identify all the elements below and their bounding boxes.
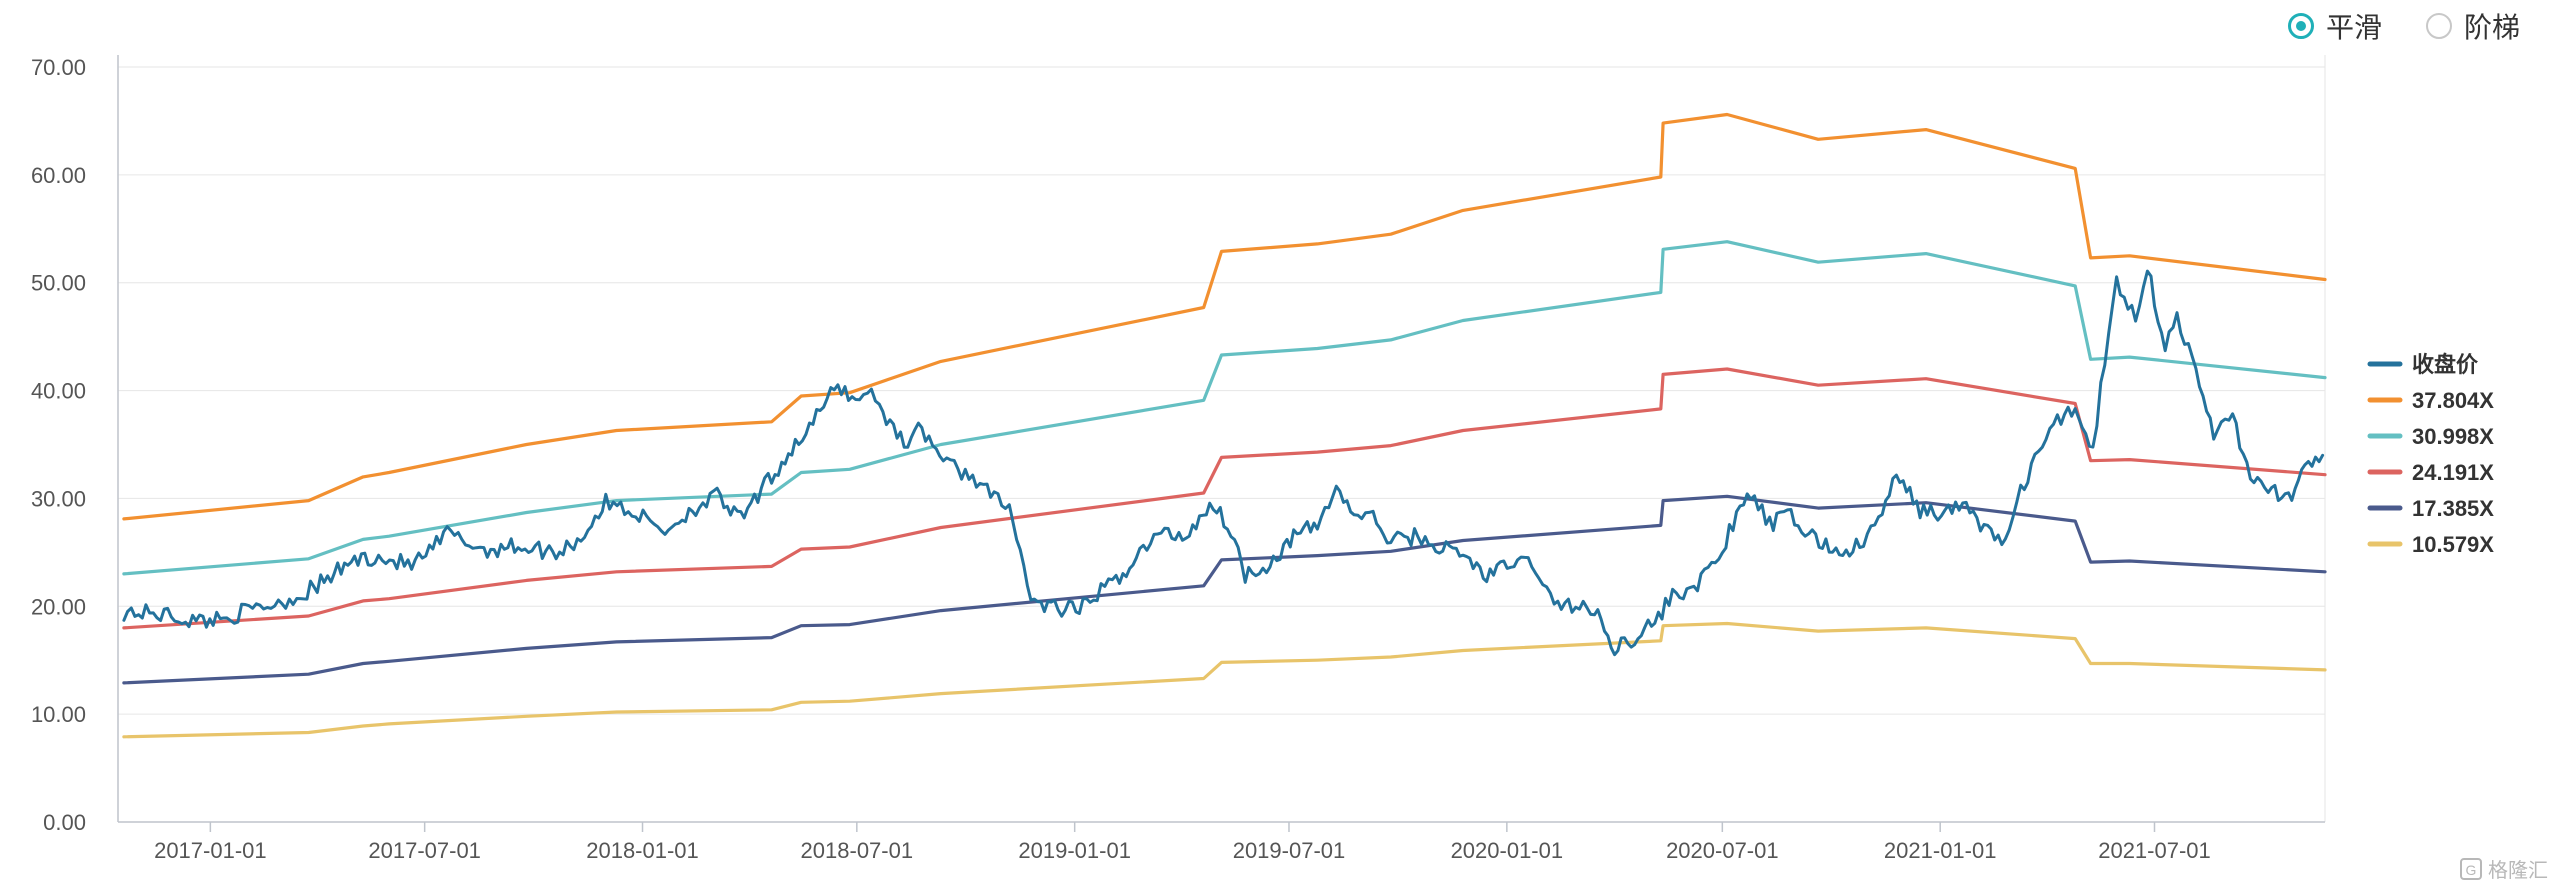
x-tick-label: 2020-07-01 [1666,838,1779,863]
grid-lines [118,66,2325,715]
legend-label: 37.804X [2412,388,2494,413]
series-lines [122,112,2327,739]
x-tick-label: 2021-01-01 [1884,838,1997,863]
legend-item-band-17385[interactable]: 17.385X [2367,496,2494,521]
series-line-close-price [122,269,2325,657]
series-line-band-10579 [122,621,2327,739]
legend-item-close-price[interactable]: 收盘价 [2367,352,2479,377]
legend-label: 30.998X [2412,424,2494,449]
mode-toggle[interactable]: 平滑 阶梯 [2287,6,2520,46]
series-line-band-37804 [122,112,2327,521]
y-tick-label: 0.00 [43,810,86,835]
x-tick-label: 2017-01-01 [154,838,267,863]
legend-item-band-30998[interactable]: 30.998X [2367,424,2494,449]
y-tick-label: 70.00 [31,55,86,80]
x-tick-label: 2018-01-01 [586,838,699,863]
watermark-text: 格隆汇 [2488,860,2548,882]
legend-label: 24.191X [2412,460,2494,485]
legend-label: 收盘价 [2412,352,2479,377]
axes: 70.00 60.00 50.00 40.00 30.00 20.00 10.00 0.00 2… [31,55,2326,863]
radio-unchecked-icon[interactable] [2425,13,2452,39]
series-line-band-17385 [122,494,2327,685]
y-tick-label: 50.00 [31,271,86,296]
watermark: G 格隆汇 [2460,854,2548,883]
mode-option-step-label: 阶梯 [2463,12,2520,43]
y-tick-label: 40.00 [31,379,86,404]
watermark-logo-icon: G [2460,857,2482,880]
legend[interactable]: 收盘价 37.804X 30.998X 24.191X 17.385X 10.579X [2367,352,2494,557]
legend-label: 17.385X [2412,496,2494,521]
legend-item-band-37804[interactable]: 37.804X [2367,388,2494,413]
mode-option-step[interactable]: 阶梯 [2425,6,2520,46]
x-tick-label: 2017-07-01 [368,838,481,863]
legend-item-band-24191[interactable]: 24.191X [2367,460,2494,485]
mode-option-smooth[interactable]: 平滑 [2287,6,2382,46]
x-tick-label: 2018-07-01 [801,838,914,863]
series-line-band-24191 [122,367,2327,630]
radio-checked-icon[interactable] [2287,13,2314,39]
mode-option-smooth-label: 平滑 [2325,12,2382,43]
y-tick-label: 60.00 [31,163,86,188]
x-tick-label: 2019-01-01 [1018,838,1131,863]
y-tick-label: 30.00 [31,486,86,511]
x-tick-label: 2021-07-01 [2098,838,2211,863]
legend-label: 10.579X [2412,532,2494,557]
series-line-band-30998 [122,240,2327,576]
x-tick-label: 2020-01-01 [1451,838,1564,863]
x-tick-label: 2019-07-01 [1233,838,1346,863]
legend-item-band-10579[interactable]: 10.579X [2367,532,2494,557]
y-tick-label: 10.00 [31,702,86,727]
y-tick-label: 20.00 [31,594,86,619]
